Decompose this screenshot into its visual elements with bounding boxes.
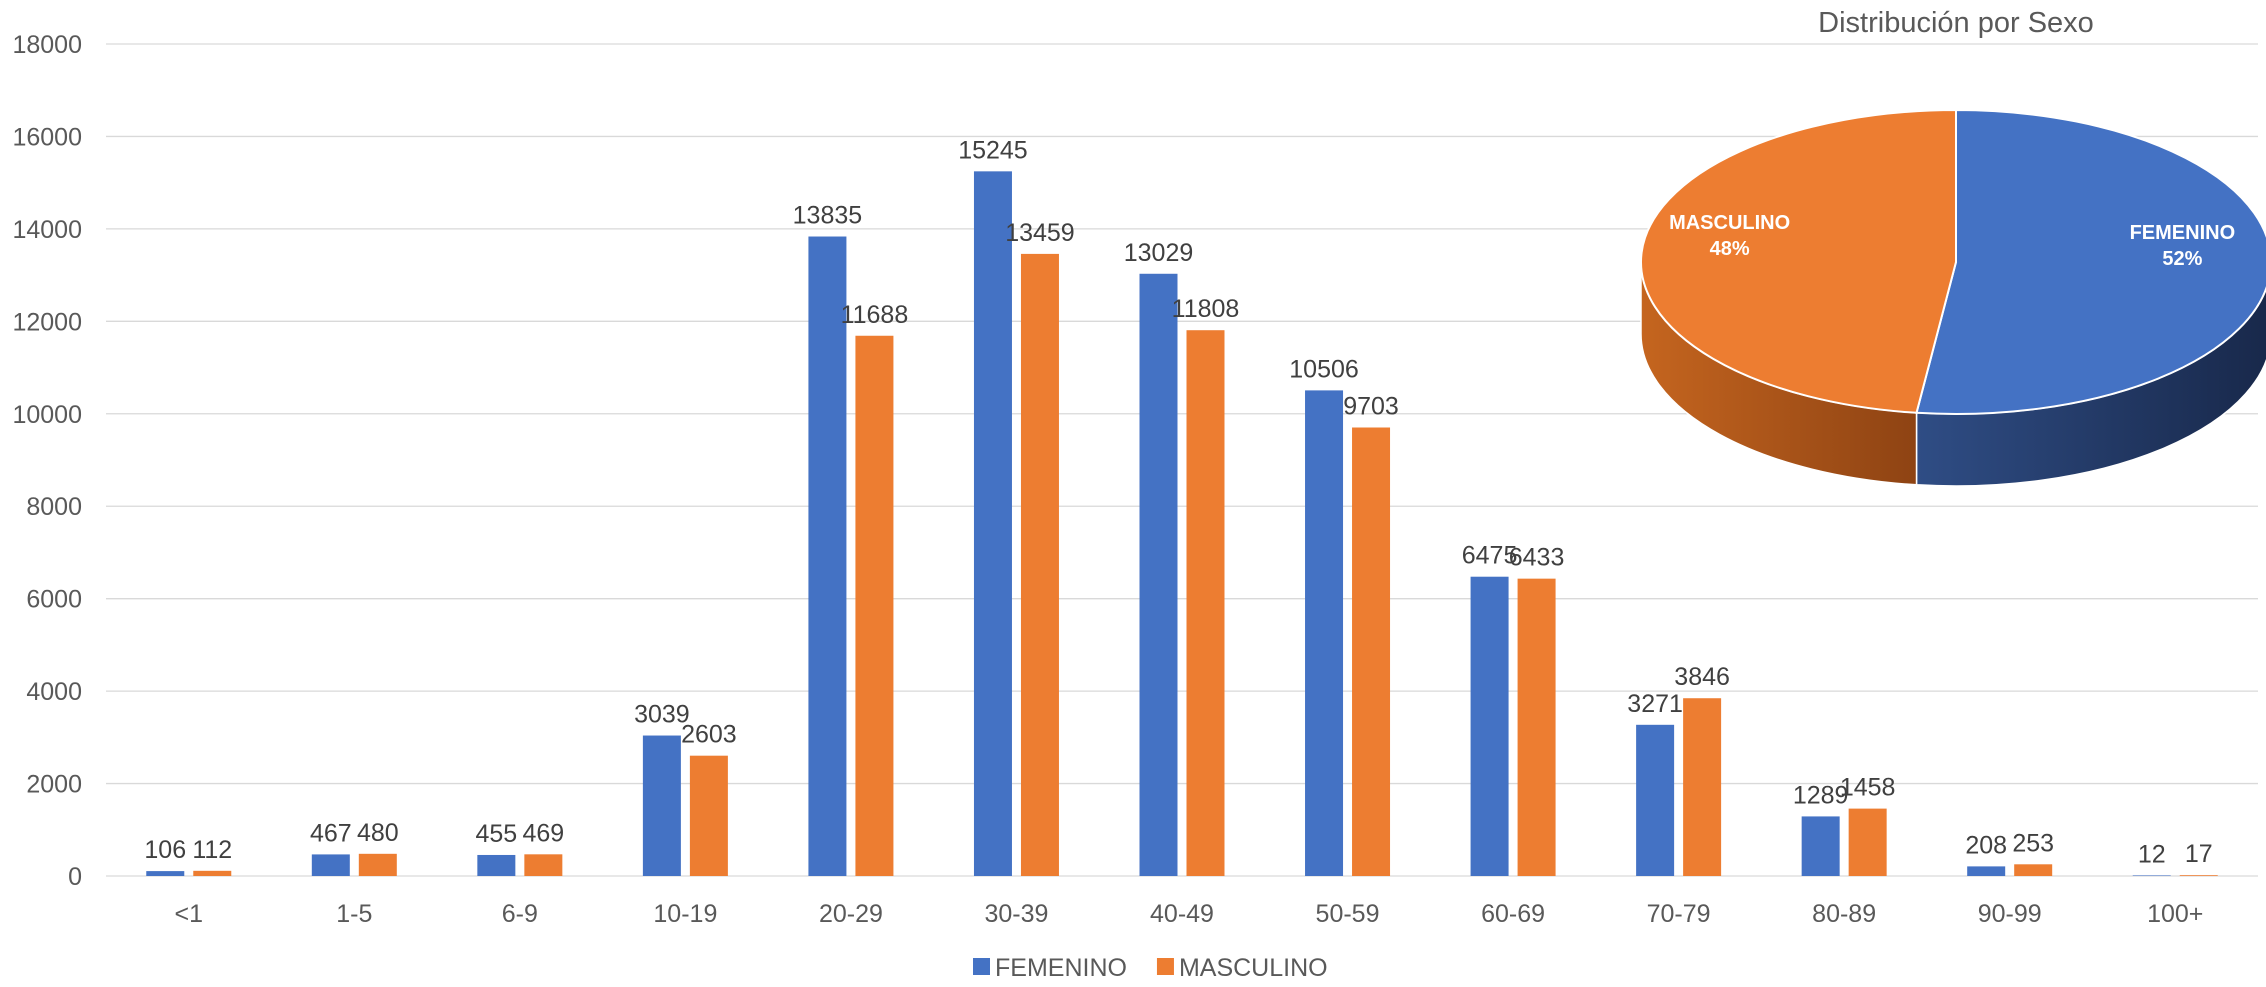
legend-label: FEMENINO [995,954,1127,982]
x-tick-label: 90-99 [1978,900,2042,928]
pie-chart: FEMENINO 52% MASCULINO 48% Distribución por … [1640,7,2266,487]
data-label: 480 [357,819,399,847]
data-label: 11808 [1172,295,1240,323]
bar-series [146,171,2218,877]
bar-masculino [855,335,894,877]
bar-masculino [689,755,728,876]
bar-masculino [1848,808,1887,876]
bar-femenino [146,871,185,876]
bar-masculino [1517,578,1556,876]
bar-femenino [1636,724,1675,876]
bar-femenino [973,171,1012,876]
data-label: 112 [192,836,232,864]
y-tick-label: 12000 [12,308,82,336]
bar-masculino [1020,253,1059,876]
data-label: 1289 [1793,781,1849,809]
bar-masculino [1352,427,1391,876]
x-tick-label: 60-69 [1481,900,1545,928]
data-label: 3039 [634,701,690,729]
data-label: 12 [2138,840,2166,868]
data-label: 253 [2012,829,2054,857]
pie-slice-femenino [1915,108,2266,415]
gridlines [106,43,2258,877]
data-label: 469 [522,819,564,847]
x-tick-label: 80-89 [1812,900,1876,928]
x-tick-label: <1 [175,900,204,928]
bar-femenino [2132,875,2171,876]
pie-slice-masculino [1640,108,1957,414]
data-label: 17 [2185,840,2213,868]
x-tick-label: 50-59 [1316,900,1380,928]
y-tick-label: 18000 [12,31,82,59]
data-label: 6433 [1509,544,1565,572]
bar-masculino [2179,875,2218,876]
y-tick-label: 16000 [12,123,82,151]
data-label: 9703 [1343,393,1399,421]
bar-masculino [2014,864,2053,876]
bar-femenino [642,735,681,876]
bar-masculino [1683,698,1722,876]
x-tick-label: 1-5 [336,900,372,928]
y-tick-label: 8000 [26,493,82,521]
data-label: 13029 [1124,239,1194,267]
pie-slice-percent: 48% [1710,238,1750,260]
pie-slice-percent: 52% [2162,248,2202,270]
data-label: 467 [310,819,352,847]
data-label: 455 [475,820,517,848]
y-tick-label: 14000 [12,216,82,244]
x-tick-label: 40-49 [1150,900,1214,928]
bar-femenino [1967,866,2006,876]
legend: FEMENINO MASCULINO [973,954,1328,982]
y-tick-label: 6000 [26,586,82,614]
x-tick-label: 70-79 [1647,900,1711,928]
data-label: 10506 [1289,355,1359,383]
bar-masculino [524,854,563,876]
bar-femenino [311,854,350,876]
data-label: 3846 [1674,663,1730,691]
legend-label: MASCULINO [1179,954,1328,982]
bar-femenino [1305,390,1344,876]
data-label: 208 [1965,831,2007,859]
legend-swatch [1156,958,1174,975]
x-axis: <1 1-5 6-9 10-19 20-29 30-39 40-49 50-59 60-69 70… [175,900,2204,928]
bar-femenino [477,854,516,876]
bar-masculino [1186,330,1225,876]
data-label: 1458 [1840,774,1896,802]
data-label: 6475 [1462,542,1518,570]
y-tick-label: 4000 [26,678,82,706]
x-tick-label: 30-39 [984,900,1048,928]
x-tick-label: 10-19 [653,900,717,928]
data-label: 2603 [681,721,737,749]
y-axis: 0 2000 4000 6000 8000 10000 12000 14000 16000 180… [12,31,82,891]
legend-swatch [973,958,990,975]
bar-masculino [358,853,397,876]
x-tick-label: 6-9 [502,900,538,928]
x-tick-label: 100+ [2147,900,2203,928]
y-tick-label: 0 [68,863,82,891]
bar-femenino [1801,816,1840,876]
data-label: 106 [144,836,186,864]
x-tick-label: 20-29 [819,900,883,928]
data-label: 3271 [1627,690,1683,718]
data-label: 13459 [1005,219,1075,247]
bar-femenino [1470,576,1509,876]
data-label: 15245 [958,136,1028,164]
data-label: 11688 [841,301,909,329]
pie-title: Distribución por Sexo [1818,7,2094,39]
pie-slice-label: MASCULINO [1669,212,1790,234]
y-tick-label: 10000 [12,401,82,429]
bar-masculino [193,870,232,876]
data-label: 13835 [793,202,863,230]
bar-femenino [1139,273,1178,877]
pie-slice-label: FEMENINO [2130,222,2236,244]
y-tick-label: 2000 [26,771,82,799]
bar-femenino [808,236,847,876]
